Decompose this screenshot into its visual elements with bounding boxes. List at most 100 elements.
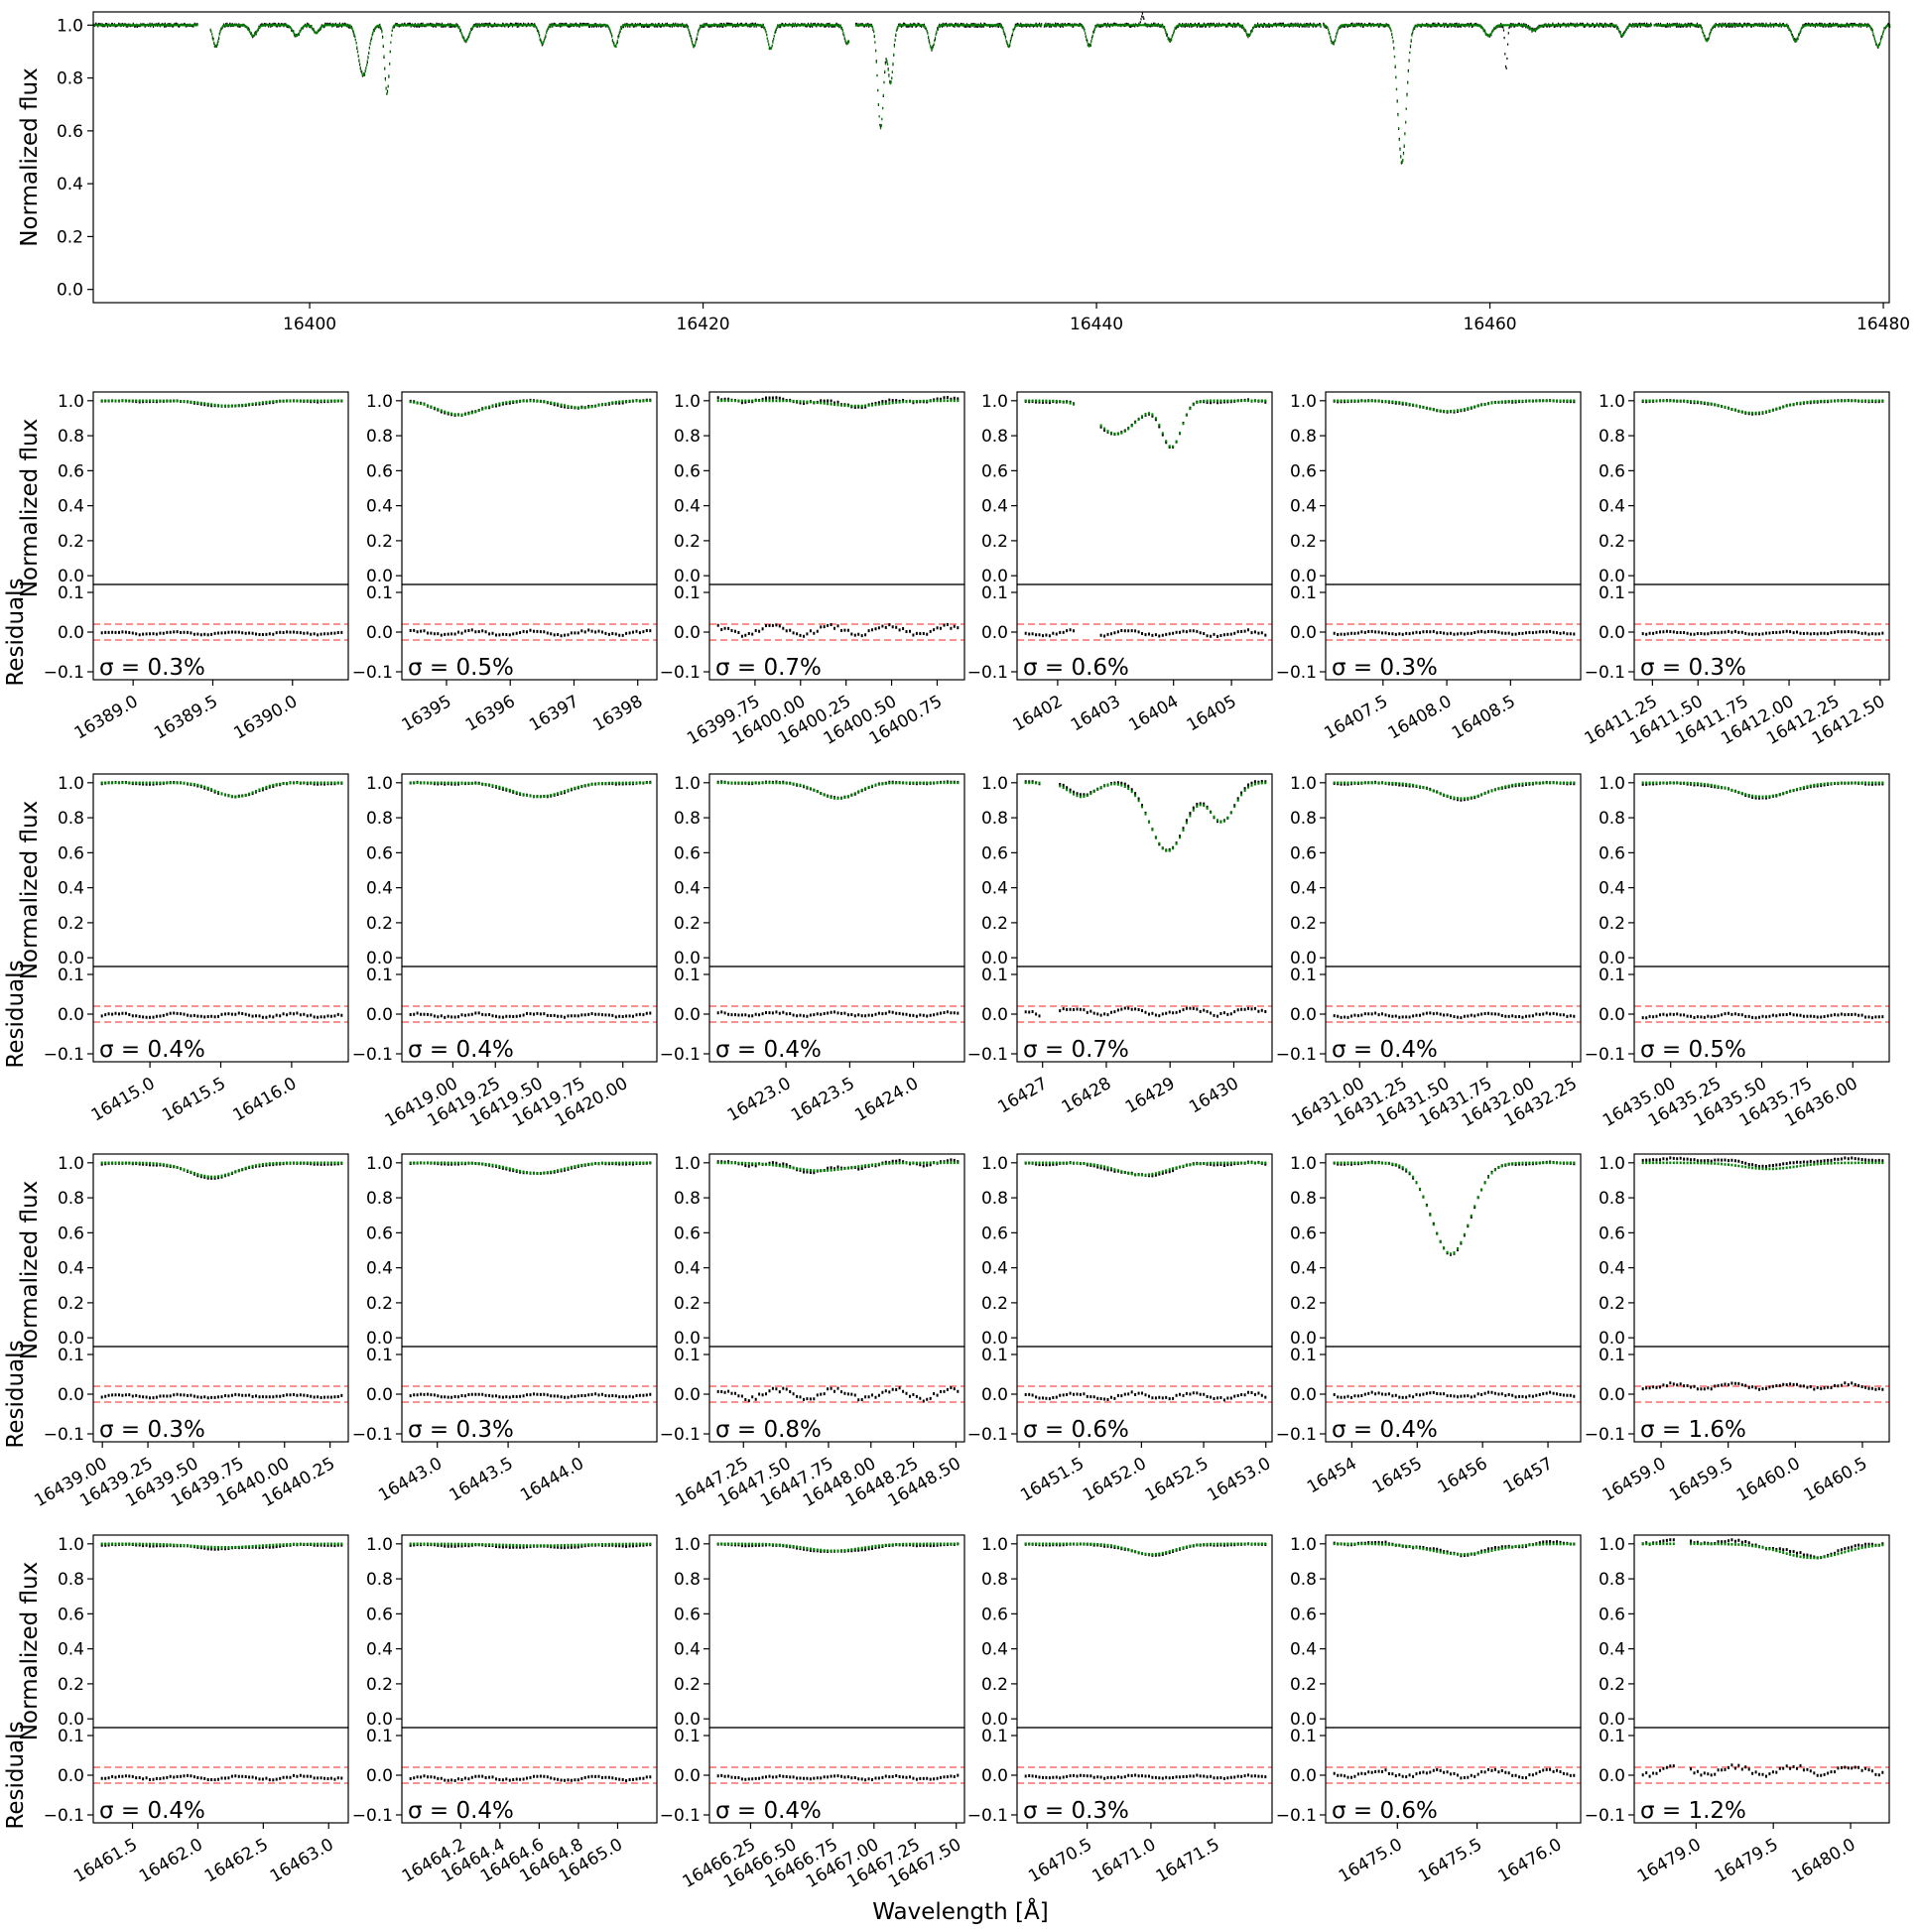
flux-y-tick-label: 0.0: [366, 1710, 393, 1730]
flux-y-tick-label: 0.4: [58, 879, 84, 899]
residual-y-tick-label: 0.1: [1599, 966, 1625, 985]
flux-y-tick-label: 0.2: [366, 1294, 393, 1314]
flux-y-tick-label: 0.6: [981, 843, 1008, 863]
residual-series: [409, 628, 652, 638]
flux-y-tick-label: 0.6: [1290, 461, 1317, 481]
residual-y-tick-label: −0.1: [660, 663, 701, 683]
flux-y-tick-label: 1.0: [1290, 1154, 1317, 1174]
flux-y-tick-label: 0.4: [981, 1259, 1008, 1279]
model-series: [716, 399, 960, 408]
model-series: [409, 1542, 652, 1547]
overview-x-tick-label: 16420: [677, 315, 730, 334]
residual-y-tick-label: 0.1: [58, 583, 84, 603]
flux-y-tick-label: 0.2: [981, 1675, 1008, 1695]
flux-y-tick-label: 0.0: [366, 567, 393, 586]
observed-series: [1641, 1156, 1884, 1168]
flux-y-tick-label: 0.6: [366, 843, 393, 863]
model-series: [1024, 1542, 1267, 1556]
residual-y-tick-label: 0.0: [1290, 1385, 1317, 1405]
flux-y-tick-label: 1.0: [1290, 392, 1317, 412]
flux-y-tick-label: 0.4: [981, 879, 1008, 899]
residual-y-tick-label: 0.1: [366, 1346, 393, 1365]
flux-y-tick-label: 0.0: [674, 1329, 701, 1349]
overview-x-tick-label: 16400: [283, 315, 336, 334]
flux-y-tick-label: 0.8: [366, 1570, 393, 1590]
residual-y-tick-label: −0.1: [44, 1425, 84, 1445]
flux-y-tick-label: 0.2: [1290, 1294, 1317, 1314]
flux-y-tick-label: 0.6: [58, 1605, 84, 1624]
residual-y-tick-label: 0.1: [1599, 583, 1625, 603]
overview-panel: 0.0 0.2 0.4 0.6 0.8 1.0 16400 16420 16440 16460 16…: [17, 11, 1910, 334]
sigma-annotation: σ = 0.3%: [99, 655, 205, 681]
sigma-annotation: σ = 0.6%: [1332, 1798, 1438, 1824]
flux-y-tick-label: 0.8: [58, 1189, 84, 1209]
sigma-annotation: σ = 0.3%: [408, 1417, 514, 1443]
model-series: [409, 781, 652, 799]
sigma-annotation: σ = 0.4%: [99, 1037, 205, 1063]
residual-y-tick-label: 0.1: [981, 1727, 1008, 1746]
model-series: [1024, 1161, 1267, 1177]
flux-y-tick-label: 0.2: [58, 532, 84, 552]
flux-y-tick-label: 0.0: [1599, 949, 1625, 968]
residual-y-tick-label: −0.1: [352, 1425, 393, 1445]
flux-y-tick-label: 1.0: [1599, 392, 1625, 412]
flux-y-tick-label: 0.4: [1599, 1640, 1625, 1660]
flux-y-tick-label: 0.0: [1599, 567, 1625, 586]
flux-y-tick-label: 1.0: [366, 1154, 393, 1174]
flux-y-tick-label: 0.4: [1599, 497, 1625, 517]
model-series: [100, 1542, 343, 1549]
residual-y-tick-label: 0.1: [981, 583, 1008, 603]
flux-y-tick-label: 1.0: [981, 774, 1008, 794]
residual-series: [100, 630, 343, 637]
flux-y-tick-label: 0.2: [1290, 914, 1317, 934]
flux-y-tick-label: 0.8: [366, 427, 393, 447]
flux-y-tick-label: 1.0: [981, 1535, 1008, 1555]
residual-y-tick-label: −0.1: [967, 1425, 1008, 1445]
overview-x-tick-label: 16480: [1857, 315, 1910, 334]
residual-y-tick-label: −0.1: [44, 1045, 84, 1065]
model-series: [716, 1542, 960, 1553]
residual-series: [716, 1386, 960, 1403]
residual-y-tick-label: 0.0: [674, 623, 701, 643]
residual-series: [1333, 629, 1576, 636]
residual-y-tick-label: 0.0: [981, 1766, 1008, 1786]
residual-y-tick-label: 0.1: [1290, 966, 1317, 985]
residual-y-tick-label: −0.1: [660, 1425, 701, 1445]
flux-y-tick-label: 0.8: [981, 427, 1008, 447]
residual-y-axis-label: Residuals: [3, 1721, 29, 1829]
residual-y-tick-label: −0.1: [1276, 1806, 1317, 1826]
sigma-annotation: σ = 0.4%: [715, 1037, 822, 1063]
sigma-annotation: σ = 0.6%: [1023, 1417, 1129, 1443]
flux-y-tick-label: 0.8: [981, 1570, 1008, 1590]
flux-y-tick-label: 1.0: [1599, 1154, 1625, 1174]
flux-y-tick-label: 0.8: [674, 427, 701, 447]
sigma-annotation: σ = 0.4%: [408, 1037, 514, 1063]
flux-y-tick-label: 0.4: [1599, 879, 1625, 899]
flux-y-tick-label: 0.2: [58, 1294, 84, 1314]
flux-y-tick-label: 0.2: [674, 1675, 701, 1695]
flux-y-tick-label: 0.4: [981, 1640, 1008, 1660]
flux-y-tick-label: 0.4: [366, 497, 393, 517]
sigma-annotation: σ = 0.3%: [1640, 655, 1746, 681]
flux-y-tick-label: 0.2: [366, 532, 393, 552]
sigma-annotation: σ = 0.4%: [99, 1798, 205, 1824]
flux-y-tick-label: 0.8: [366, 809, 393, 829]
flux-y-tick-label: 0.0: [58, 949, 84, 968]
model-series: [409, 1161, 652, 1175]
model-series: [100, 781, 343, 799]
flux-y-tick-label: 0.0: [366, 949, 393, 968]
residual-y-tick-label: −0.1: [1585, 663, 1625, 683]
residual-series: [100, 1392, 343, 1400]
residual-y-tick-label: 0.1: [1290, 583, 1317, 603]
flux-y-tick-label: 0.2: [1290, 532, 1317, 552]
overview-x-tick-label: 16460: [1464, 315, 1517, 334]
flux-y-tick-label: 0.6: [1599, 843, 1625, 863]
residual-y-tick-label: 0.0: [1599, 623, 1625, 643]
residual-y-tick-label: 0.1: [674, 1727, 701, 1746]
model-series: [1024, 781, 1267, 852]
sigma-annotation: σ = 1.2%: [1640, 1798, 1746, 1824]
flux-y-tick-label: 0.6: [1290, 1224, 1317, 1243]
flux-y-tick-label: 1.0: [1290, 774, 1317, 794]
flux-y-tick-label: 0.8: [1599, 427, 1625, 447]
flux-y-tick-label: 1.0: [58, 774, 84, 794]
